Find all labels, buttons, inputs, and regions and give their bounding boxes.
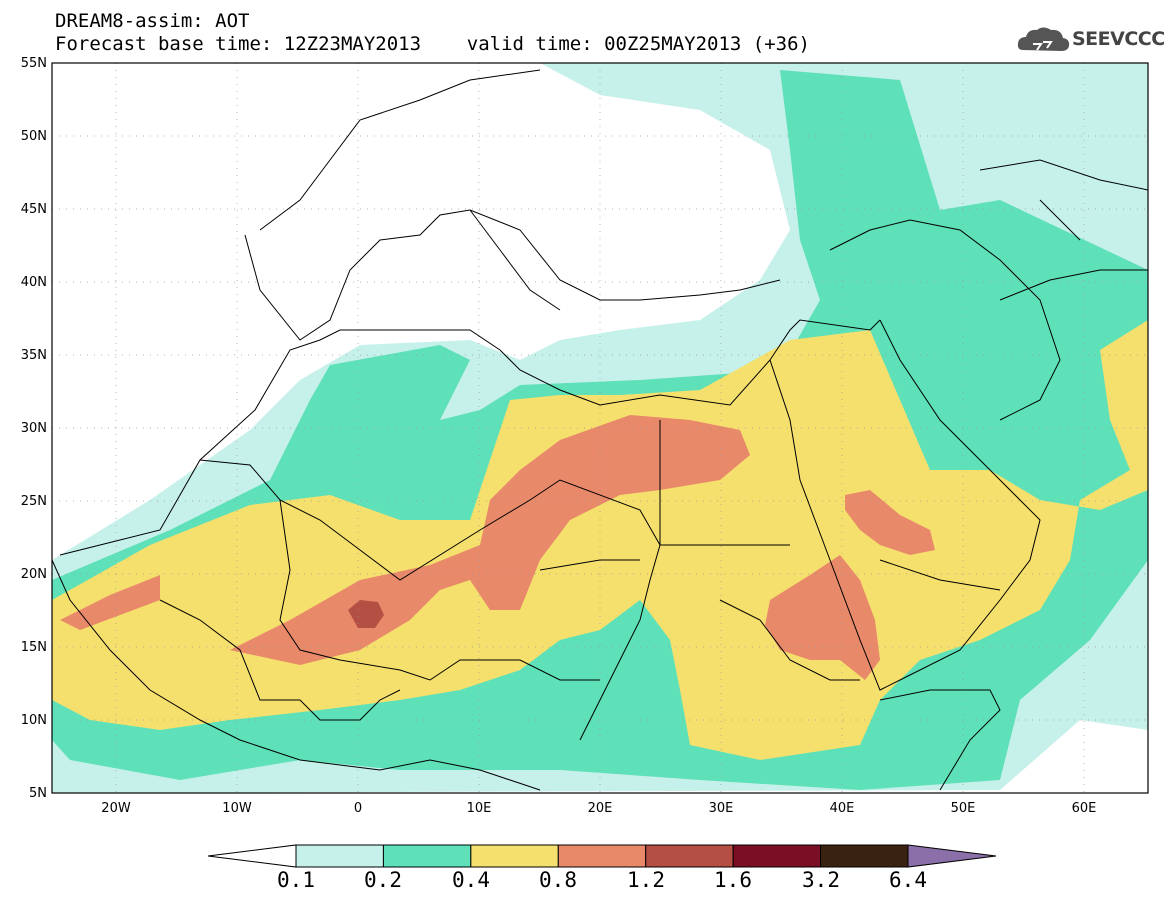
cloud-icon (1017, 27, 1070, 51)
colorbar-cell (645, 844, 734, 868)
x-tick-label: 40E (830, 801, 855, 816)
x-tick-label: 50E (951, 801, 976, 816)
colorbar-cell (557, 844, 647, 868)
colorbar-cell (382, 844, 472, 868)
colorbar-label: 3.2 (802, 868, 840, 892)
y-axis: 5N 10N 15N 20N 25N 30N 35N 40N 45N 50N 5… (21, 56, 47, 801)
x-tick-label: 0 (354, 801, 362, 816)
aot-field (52, 63, 1148, 793)
x-tick-label: 60E (1072, 801, 1097, 816)
y-tick-label: 30N (21, 421, 47, 436)
y-tick-label: 50N (21, 129, 47, 144)
colorbar-label: 0.8 (539, 868, 577, 892)
y-tick-label: 5N (29, 786, 47, 801)
colorbar (207, 844, 997, 868)
y-tick-label: 25N (21, 494, 47, 509)
y-tick-label: 35N (21, 348, 47, 363)
coastlines (52, 69, 1148, 791)
y-tick-label: 15N (21, 640, 47, 655)
colorbar-label: 0.4 (452, 868, 490, 892)
x-tick-label: 10E (467, 801, 492, 816)
colorbar-under-triangle (207, 844, 297, 868)
colorbar-label: 0.2 (364, 868, 402, 892)
y-tick-label: 55N (21, 56, 47, 71)
y-tick-label: 45N (21, 202, 47, 217)
y-tick-label: 10N (21, 713, 47, 728)
contour-0.8-c (765, 555, 880, 680)
colorbar-label: 0.1 (277, 868, 315, 892)
x-axis: 20W 10W 0 10E 20E 30E 40E 50E 60E (101, 801, 1096, 816)
colorbar-cell (295, 844, 384, 868)
x-tick-label: 20W (101, 801, 131, 816)
colorbar-label: 1.2 (627, 868, 665, 892)
x-tick-label: 30E (709, 801, 734, 816)
map-frame (51, 62, 1149, 794)
y-tick-label: 40N (21, 275, 47, 290)
colorbar-labels: 0.1 0.2 0.4 0.8 1.2 1.6 3.2 6.4 (0, 868, 1165, 898)
logo-text: SEEVCCC (1072, 28, 1165, 50)
contour-0.8-d (845, 490, 935, 555)
colorbar-cell (732, 844, 822, 868)
colorbar-label: 1.6 (714, 868, 752, 892)
colorbar-cell (820, 844, 909, 868)
map-title: DREAM8-assim: AOT (55, 10, 250, 32)
colorbar-cell (470, 844, 559, 868)
x-tick-label: 10W (222, 801, 252, 816)
y-tick-label: 20N (21, 567, 47, 582)
colorbar-over-triangle (907, 844, 997, 868)
contour-1.2 (348, 600, 384, 628)
map-subtitle: Forecast base time: 12Z23MAY2013 valid t… (55, 33, 810, 55)
graticule (52, 63, 1148, 793)
contour-0.8-b (60, 575, 160, 630)
colorbar-label: 6.4 (889, 868, 927, 892)
x-tick-label: 20E (588, 801, 613, 816)
